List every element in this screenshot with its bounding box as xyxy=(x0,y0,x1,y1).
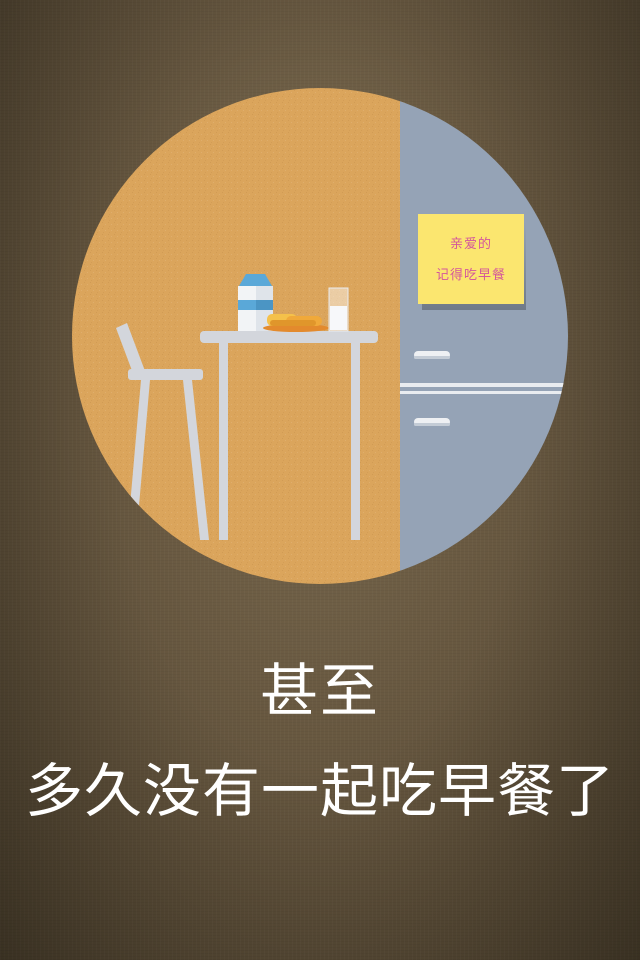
milk-carton xyxy=(238,274,273,331)
milk-glass xyxy=(328,287,349,332)
fridge xyxy=(400,88,568,584)
sticky-note-line1: 亲爱的 xyxy=(450,236,492,252)
sticky-note: 亲爱的 记得吃早餐 xyxy=(418,214,526,310)
plate-with-bread xyxy=(263,314,329,332)
breakfast-illustration: 亲爱的 记得吃早餐 xyxy=(72,88,568,584)
dining-table xyxy=(200,331,378,540)
sticky-note-line2: 记得吃早餐 xyxy=(436,267,506,283)
caption-line-1: 甚至 xyxy=(259,657,380,725)
caption-line-2: 多久没有一起吃早餐了 xyxy=(24,757,615,825)
